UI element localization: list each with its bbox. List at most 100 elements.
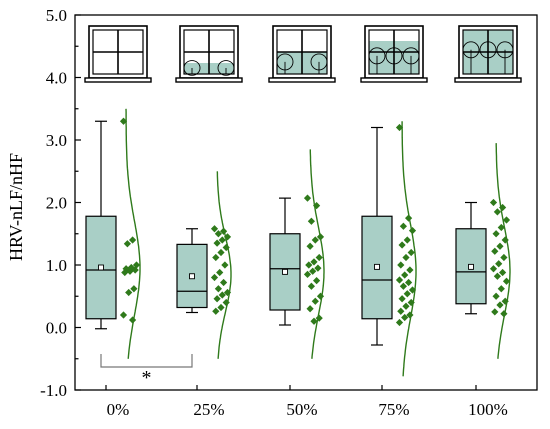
- box-50pct: [269, 197, 301, 326]
- data-point: [311, 297, 319, 305]
- data-point: [493, 272, 501, 280]
- data-point: [489, 198, 498, 207]
- y-tick-label: 4.0: [46, 69, 67, 88]
- data-point: [405, 278, 413, 287]
- y-axis-title: HRV-nLF/nHF: [6, 153, 26, 261]
- data-point: [407, 298, 415, 307]
- x-tick-label: 25%: [193, 400, 224, 419]
- data-point: [403, 236, 411, 244]
- window-sill: [454, 77, 522, 83]
- data-point: [398, 295, 406, 303]
- data-point: [501, 236, 509, 244]
- data-point: [395, 123, 404, 132]
- data-point: [402, 302, 410, 310]
- data-point: [217, 248, 225, 257]
- y-tick-label: -1.0: [40, 381, 67, 400]
- data-point: [406, 311, 414, 319]
- data-point: [214, 230, 222, 238]
- data-point: [309, 267, 317, 275]
- data-point: [129, 316, 137, 324]
- data-point: [220, 227, 228, 235]
- y-tick-label: 1.0: [46, 256, 67, 275]
- data-point: [212, 307, 220, 315]
- x-tick-label: 75%: [378, 400, 409, 419]
- window-inner-frame: [183, 29, 235, 75]
- data-point: [491, 308, 499, 316]
- data-point: [213, 239, 221, 247]
- data-point: [129, 236, 137, 244]
- density-curve: [495, 143, 511, 359]
- x-axis-ticks: 0% 25% 50% 75% 100%: [105, 385, 508, 419]
- data-point: [132, 261, 141, 269]
- data-point: [222, 298, 230, 307]
- data-point: [492, 292, 500, 300]
- data-point: [502, 277, 511, 285]
- box-75pct: [361, 126, 393, 346]
- y-tick-label: 2.0: [46, 194, 67, 213]
- data-point: [123, 240, 131, 248]
- data-point: [121, 268, 129, 277]
- window-sill: [268, 77, 336, 83]
- data-point: [395, 318, 404, 327]
- data-point: [500, 253, 508, 262]
- data-point: [310, 258, 318, 266]
- density-curve: [125, 108, 141, 359]
- data-point: [316, 233, 325, 241]
- y-axis-ticks: -1.0 0.0 1.0 2.0 3.0 4.0 5.0: [40, 6, 81, 400]
- data-point: [405, 214, 413, 222]
- x-tick-label: 50%: [286, 400, 317, 419]
- data-point: [119, 117, 128, 125]
- data-point: [492, 230, 500, 238]
- box-100pct: [455, 201, 487, 315]
- data-point: [125, 288, 133, 297]
- window-inner-frame: [368, 29, 420, 75]
- data-point: [221, 261, 229, 269]
- data-point: [499, 268, 507, 277]
- density-curve: [401, 121, 417, 377]
- data-point: [401, 271, 409, 279]
- data-point: [495, 260, 503, 268]
- data-point: [407, 248, 415, 257]
- window-icons: [84, 25, 522, 83]
- data-point: [313, 277, 321, 285]
- boxes: [85, 120, 487, 346]
- data-point: [398, 241, 406, 249]
- data-point: [399, 222, 407, 230]
- x-tick-label: 100%: [468, 400, 508, 419]
- data-point: [499, 203, 507, 212]
- data-point: [217, 303, 225, 312]
- data-point: [126, 267, 134, 275]
- window-icon: [268, 25, 336, 83]
- data-point: [313, 202, 321, 210]
- data-point: [316, 292, 325, 300]
- data-point: [303, 194, 312, 202]
- data-point: [491, 247, 499, 255]
- data-point: [315, 314, 323, 322]
- density-curve: [216, 171, 232, 359]
- data-point: [131, 266, 139, 274]
- mean-marker: [98, 264, 104, 271]
- significance-label: *: [142, 367, 152, 389]
- data-point: [220, 278, 228, 287]
- mean-marker: [189, 273, 195, 280]
- data-point: [408, 286, 417, 294]
- y-tick-label: 5.0: [46, 6, 67, 25]
- data-point: [496, 301, 504, 309]
- data-point: [210, 225, 219, 233]
- data-point: [223, 288, 232, 297]
- data-point: [306, 242, 314, 250]
- y-tick-label: 3.0: [46, 131, 67, 150]
- data-point: [314, 264, 322, 272]
- data-point: [403, 290, 411, 298]
- data-point: [493, 208, 501, 216]
- data-point: [218, 291, 226, 299]
- mean-marker: [374, 263, 380, 270]
- window-inner-frame: [462, 29, 514, 75]
- significance-bracket: *: [100, 354, 193, 389]
- data-point: [397, 261, 405, 269]
- data-point: [402, 253, 410, 262]
- data-point: [306, 305, 314, 313]
- box-25pct: [176, 228, 208, 314]
- x-tick-label: 0%: [107, 400, 130, 419]
- data-point: [310, 317, 318, 325]
